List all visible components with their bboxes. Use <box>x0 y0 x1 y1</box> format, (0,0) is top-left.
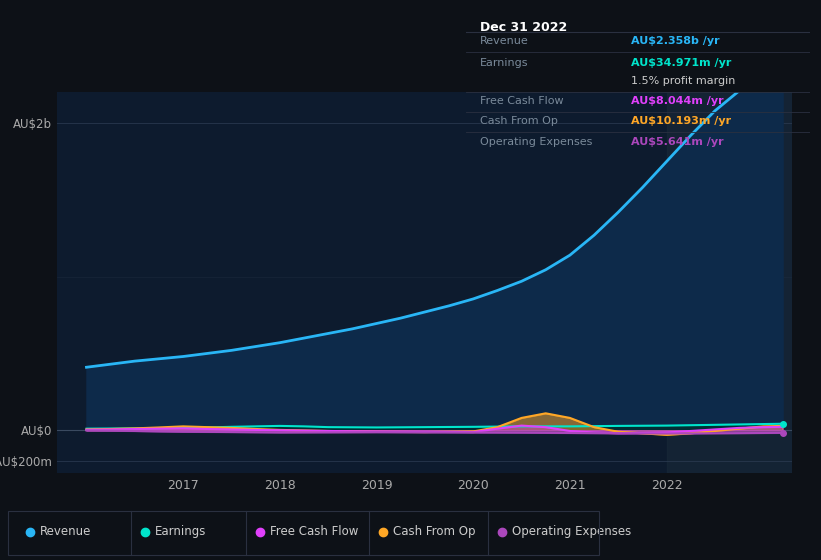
Text: Cash From Op: Cash From Op <box>393 525 475 538</box>
Text: Revenue: Revenue <box>40 525 92 538</box>
Text: Dec 31 2022: Dec 31 2022 <box>480 21 567 34</box>
Text: 1.5% profit margin: 1.5% profit margin <box>631 76 736 86</box>
Text: AU$34.971m /yr: AU$34.971m /yr <box>631 58 732 68</box>
Text: Operating Expenses: Operating Expenses <box>480 137 593 147</box>
Text: Revenue: Revenue <box>480 36 529 46</box>
Text: AU$10.193m /yr: AU$10.193m /yr <box>631 116 732 127</box>
Text: AU$8.044m /yr: AU$8.044m /yr <box>631 96 723 106</box>
Text: Earnings: Earnings <box>480 58 529 68</box>
Text: Cash From Op: Cash From Op <box>480 116 558 127</box>
Text: Earnings: Earnings <box>155 525 207 538</box>
Text: Free Cash Flow: Free Cash Flow <box>270 525 359 538</box>
Text: Operating Expenses: Operating Expenses <box>512 525 631 538</box>
Text: Free Cash Flow: Free Cash Flow <box>480 96 564 106</box>
Text: AU$5.641m /yr: AU$5.641m /yr <box>631 137 723 147</box>
Bar <box>667 92 792 473</box>
Text: AU$2.358b /yr: AU$2.358b /yr <box>631 36 720 46</box>
